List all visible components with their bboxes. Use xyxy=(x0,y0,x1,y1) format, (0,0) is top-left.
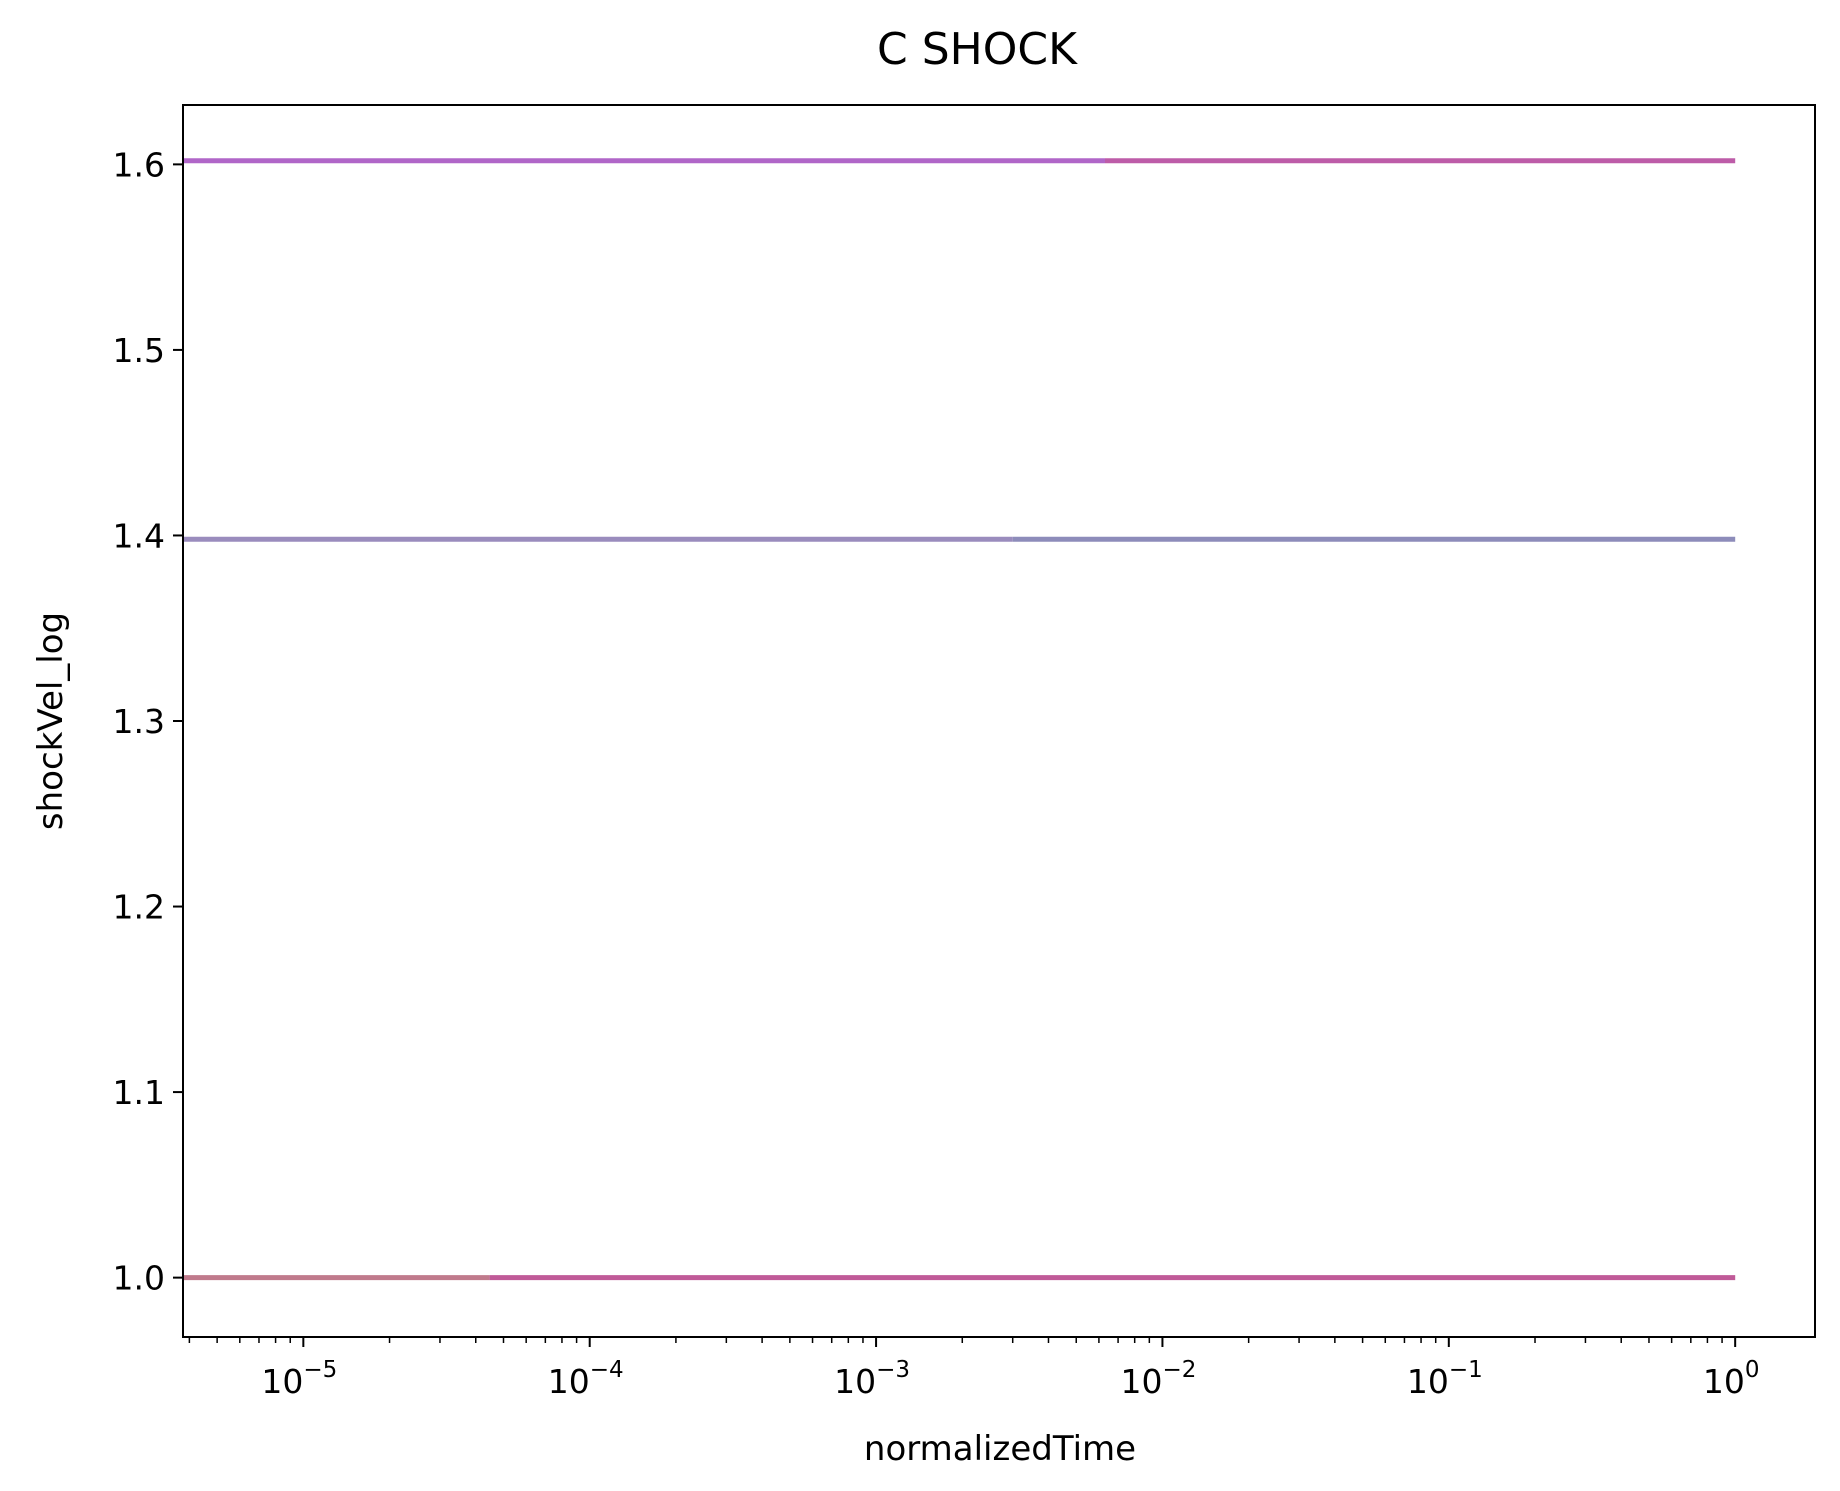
y-tick-label-5: 1.5 xyxy=(113,331,165,370)
x-tick-label-1: 10−4 xyxy=(548,1357,624,1401)
y-tick-label-3: 1.3 xyxy=(113,702,165,741)
y-tick-label-2: 1.2 xyxy=(113,888,165,927)
x-tick-label-5: 100 xyxy=(1703,1357,1760,1401)
y-tick-label-4: 1.4 xyxy=(113,516,165,555)
y-axis-label: shockVel_log xyxy=(31,612,71,830)
chart-title: C SHOCK xyxy=(877,24,1078,75)
x-axis-label: normalizedTime xyxy=(864,1429,1136,1469)
series-layer xyxy=(183,158,1736,1281)
x-tick-label-3: 10−2 xyxy=(1120,1357,1196,1401)
y-tick-label-0: 1.0 xyxy=(113,1259,165,1298)
y-tick-label-6: 1.6 xyxy=(113,145,165,184)
y-tick-label-1: 1.1 xyxy=(113,1073,165,1112)
plot-frame xyxy=(182,104,1816,1338)
x-tick-label-2: 10−3 xyxy=(834,1357,910,1401)
ticks-layer: 1.0 1.1 1.2 1.3 1.4 1.5 1.6 10−5 10−4 10−3 10−2 10−… xyxy=(113,145,1760,1401)
x-tick-label-0: 10−5 xyxy=(261,1357,337,1401)
x-tick-label-4: 10−1 xyxy=(1407,1357,1483,1401)
